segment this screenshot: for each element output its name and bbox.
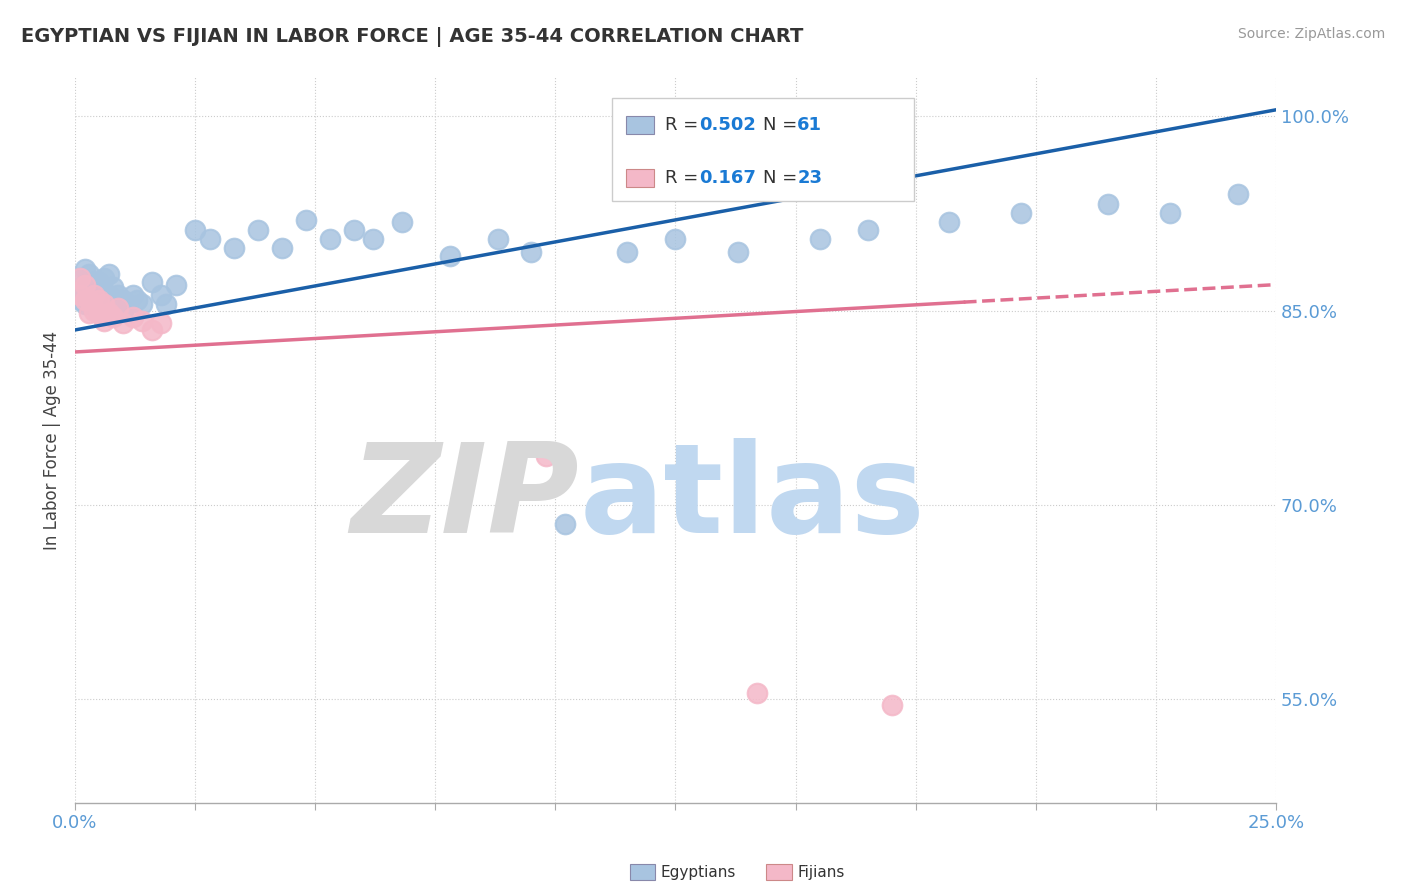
Point [103, 310, 125, 324]
Point [664, 232, 686, 246]
Point [69, 293, 91, 308]
Point [165, 277, 187, 292]
Point [73, 297, 96, 311]
Point [87, 306, 110, 320]
Point [87, 288, 110, 302]
Text: R =: R = [665, 169, 704, 187]
Point [69, 271, 91, 285]
Point [1010, 206, 1032, 220]
Point [83, 303, 105, 318]
Point [616, 245, 638, 260]
Point [131, 314, 153, 328]
Point [79, 297, 101, 311]
Point [121, 288, 143, 302]
Text: 0.167: 0.167 [699, 169, 755, 187]
Text: Egyptians: Egyptians [661, 865, 737, 880]
Point [520, 245, 543, 260]
Point [69, 271, 91, 285]
Point [79, 293, 101, 308]
Point [1159, 206, 1181, 220]
Point [747, 685, 769, 699]
Point [107, 288, 129, 302]
Point [294, 213, 316, 227]
Point [93, 271, 115, 285]
Point [97, 297, 120, 311]
Y-axis label: In Labor Force | Age 35-44: In Labor Force | Age 35-44 [44, 330, 60, 549]
Point [150, 288, 173, 302]
Point [87, 297, 110, 311]
Point [112, 293, 135, 308]
Point [112, 303, 135, 318]
Point [97, 267, 120, 281]
Point [73, 277, 96, 292]
Point [439, 249, 461, 263]
Point [97, 306, 120, 320]
Point [73, 288, 96, 302]
Point [554, 517, 576, 532]
Point [103, 297, 125, 311]
Point [93, 288, 115, 302]
Point [1226, 186, 1249, 201]
Point [222, 241, 245, 255]
Point [246, 223, 269, 237]
Point [69, 284, 91, 298]
Text: Fijians: Fijians [797, 865, 845, 880]
Point [87, 293, 110, 308]
Point [1097, 197, 1119, 211]
Point [361, 232, 384, 246]
Point [121, 310, 143, 324]
Text: ZIP: ZIP [350, 438, 579, 558]
Point [93, 314, 115, 328]
Point [83, 288, 105, 302]
Point [270, 241, 292, 255]
Text: 0.502: 0.502 [699, 116, 755, 134]
Point [131, 297, 153, 311]
Point [93, 303, 115, 318]
Point [155, 297, 177, 311]
Point [87, 275, 110, 289]
Point [112, 317, 135, 331]
Point [391, 215, 413, 229]
Text: Source: ZipAtlas.com: Source: ZipAtlas.com [1237, 27, 1385, 41]
Text: 61: 61 [797, 116, 823, 134]
Point [343, 223, 366, 237]
Point [127, 293, 149, 308]
Point [103, 280, 125, 294]
Point [79, 306, 101, 320]
Point [97, 288, 120, 302]
Point [107, 301, 129, 315]
Text: N =: N = [763, 169, 803, 187]
Point [79, 280, 101, 294]
Point [83, 288, 105, 302]
Point [83, 297, 105, 311]
Point [87, 306, 110, 320]
Point [73, 277, 96, 292]
Point [141, 275, 163, 289]
Point [184, 223, 207, 237]
Point [727, 245, 749, 260]
Point [880, 698, 903, 713]
Point [93, 297, 115, 311]
Text: N =: N = [763, 116, 803, 134]
Point [79, 288, 101, 302]
Point [198, 232, 221, 246]
Text: R =: R = [665, 116, 704, 134]
Point [486, 232, 509, 246]
Point [83, 275, 105, 289]
Point [141, 323, 163, 337]
Point [856, 223, 879, 237]
Point [79, 267, 101, 281]
Point [117, 297, 139, 311]
Point [808, 232, 831, 246]
Point [150, 317, 173, 331]
Point [73, 293, 96, 308]
Text: atlas: atlas [579, 438, 925, 558]
Text: EGYPTIAN VS FIJIAN IN LABOR FORCE | AGE 35-44 CORRELATION CHART: EGYPTIAN VS FIJIAN IN LABOR FORCE | AGE … [21, 27, 803, 46]
Point [73, 262, 96, 277]
Point [318, 232, 340, 246]
Point [938, 215, 960, 229]
Point [534, 449, 557, 463]
Text: 23: 23 [797, 169, 823, 187]
Point [69, 288, 91, 302]
